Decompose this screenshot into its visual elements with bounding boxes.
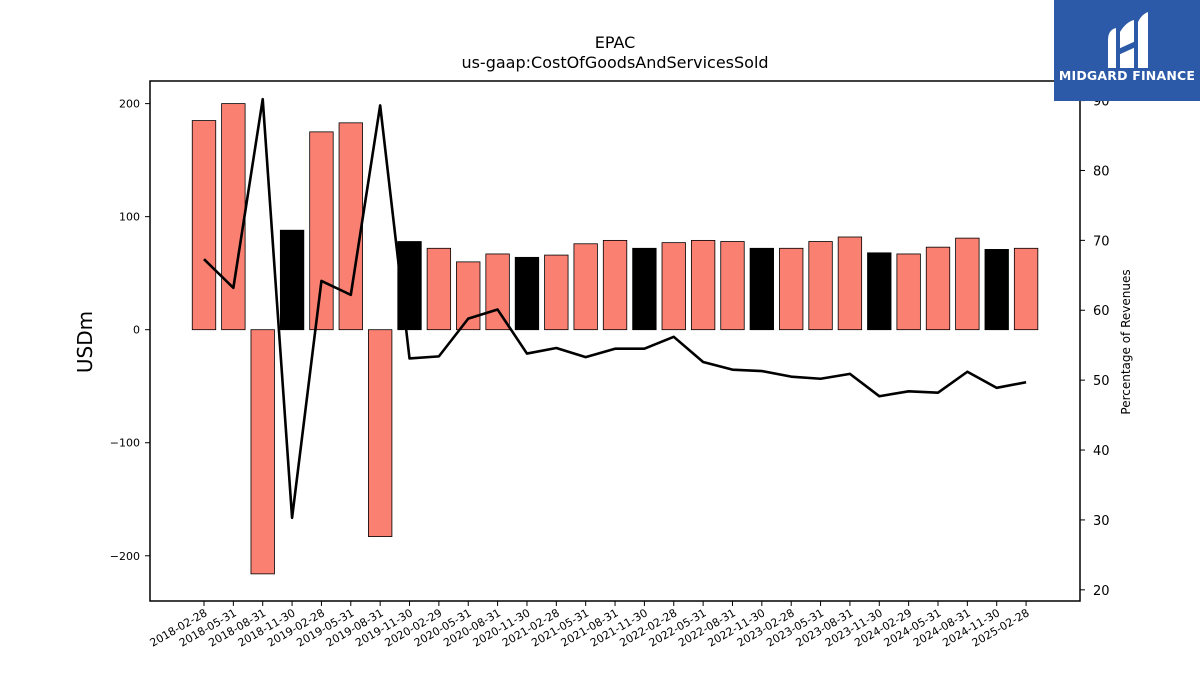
bar-2021-11-30 bbox=[632, 247, 657, 331]
y-tick-label: 100 bbox=[119, 211, 140, 224]
logo-mark-icon bbox=[1108, 12, 1148, 68]
bar-2023-05-31 bbox=[808, 241, 833, 331]
bar-2024-05-31 bbox=[925, 246, 951, 331]
bar-2024-11-30 bbox=[984, 249, 1009, 331]
y2-tick-label: 70 bbox=[1093, 234, 1110, 249]
y2-axis-label: Percentage of Revenues bbox=[1119, 269, 1133, 414]
line-series bbox=[203, 97, 1027, 520]
bar-2018-02-28 bbox=[191, 120, 217, 331]
y2-tick-label: 30 bbox=[1093, 514, 1110, 529]
bar-series bbox=[191, 103, 1039, 575]
y2-tick-label: 20 bbox=[1093, 584, 1110, 599]
bar-2019-08-31 bbox=[368, 329, 393, 537]
y2-tick-label: 50 bbox=[1093, 374, 1110, 389]
bar-2020-05-31 bbox=[456, 261, 481, 331]
bar-2020-11-30 bbox=[514, 256, 540, 331]
y-tick-label: −100 bbox=[110, 437, 140, 450]
bar-2022-02-28 bbox=[661, 242, 686, 331]
bar-2018-08-31 bbox=[250, 329, 275, 575]
bar-2025-02-28 bbox=[1013, 247, 1039, 331]
bar-2024-08-31 bbox=[955, 237, 980, 331]
y-tick-label: 200 bbox=[119, 98, 140, 111]
bar-2020-02-29 bbox=[426, 247, 452, 331]
midgard-finance-logo: MIDGARD FINANCE bbox=[1054, 0, 1200, 101]
bar-2018-05-31 bbox=[221, 103, 246, 331]
y2-tick-label: 60 bbox=[1093, 304, 1110, 319]
plot-frame bbox=[149, 80, 1081, 602]
bar-2021-02-28 bbox=[544, 254, 569, 331]
bar-2021-08-31 bbox=[602, 239, 628, 331]
x-axis-ticks: 2018-02-282018-05-312018-08-312018-11-30… bbox=[148, 601, 1032, 650]
percentage-line bbox=[203, 97, 1027, 520]
bar-2019-05-31 bbox=[338, 122, 363, 331]
bar-2023-02-28 bbox=[779, 247, 804, 331]
chart-title: EPAC bbox=[595, 33, 636, 52]
bar-2020-08-31 bbox=[485, 253, 510, 331]
bar-2022-05-31 bbox=[690, 239, 716, 331]
y-axis-label: USDm bbox=[73, 311, 97, 373]
bar-2022-11-30 bbox=[749, 247, 774, 331]
bar-2019-02-28 bbox=[309, 131, 334, 331]
y-tick-label: −200 bbox=[110, 550, 140, 563]
bar-2024-02-29 bbox=[896, 253, 921, 331]
bar-2021-05-31 bbox=[573, 243, 598, 331]
y-tick-label: 0 bbox=[133, 324, 140, 337]
logo-text: MIDGARD FINANCE bbox=[1058, 68, 1196, 83]
bar-2018-11-30 bbox=[279, 229, 305, 331]
bar-2023-11-30 bbox=[867, 252, 892, 331]
y2-tick-label: 80 bbox=[1093, 164, 1110, 179]
y2-tick-label: 40 bbox=[1093, 444, 1110, 459]
chart-subtitle: us-gaap:CostOfGoodsAndServicesSold bbox=[461, 53, 768, 72]
bar-2022-08-31 bbox=[720, 241, 745, 331]
y-axis-ticks: −200 −100 0 100 200 bbox=[110, 98, 150, 563]
bar-2023-08-31 bbox=[837, 236, 863, 331]
